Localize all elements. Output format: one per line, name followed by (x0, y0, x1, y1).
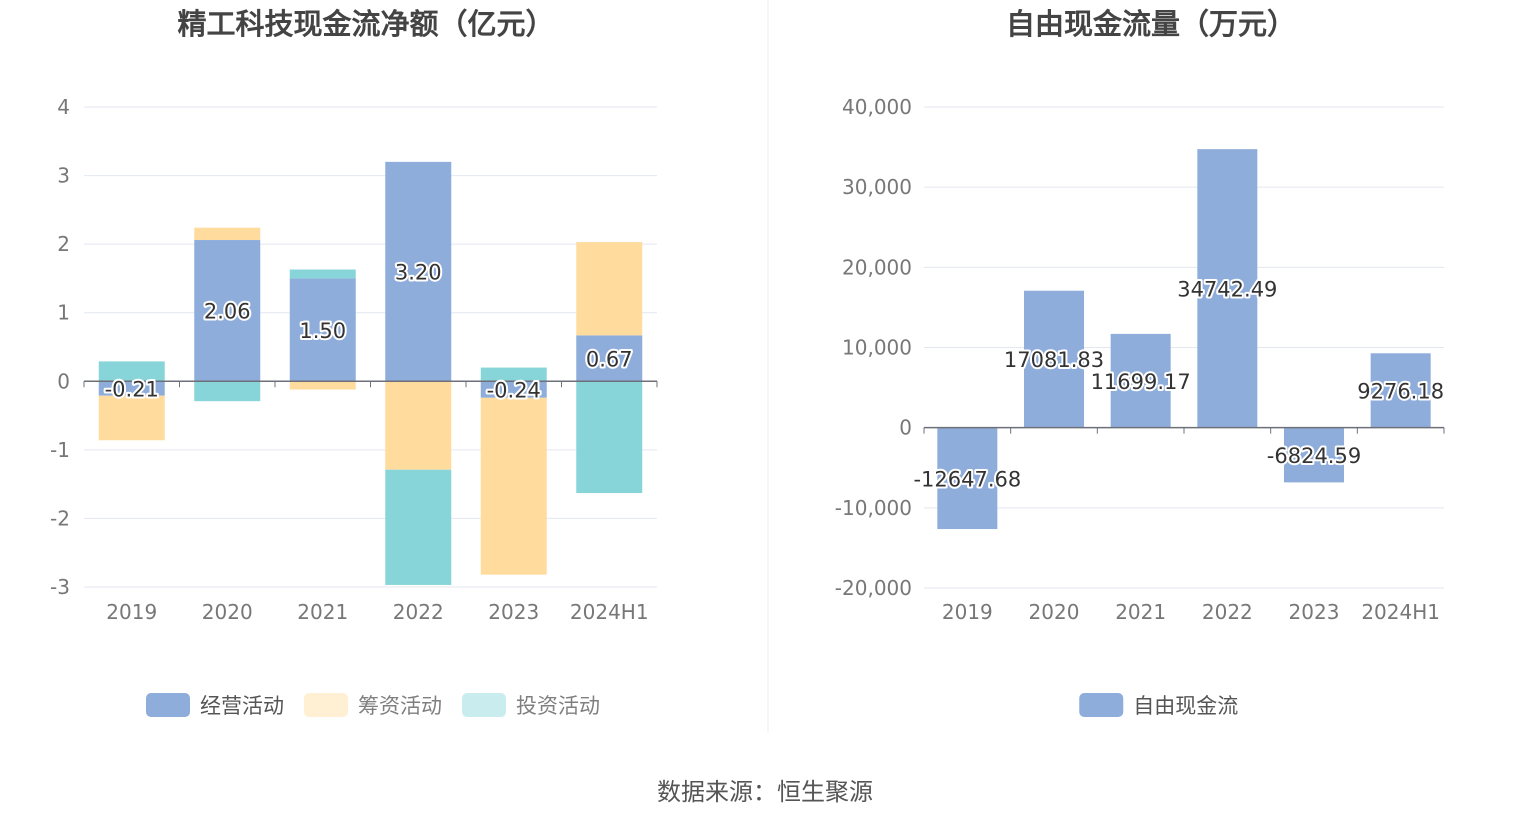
bar-投资活动 (98, 361, 165, 382)
y-tick-label: 40,000 (842, 95, 912, 119)
data-label: -6824.59 (1267, 444, 1361, 468)
x-tick-label: 2024H1 (570, 600, 649, 624)
y-tick-label: -2 (50, 506, 70, 530)
x-tick-label: 2019 (106, 600, 157, 624)
y-tick-label: 10,000 (842, 336, 912, 360)
data-label: 3.20 (395, 261, 442, 285)
legend-label: 经营活动 (200, 694, 284, 718)
bar-自由现金流 (1197, 149, 1258, 428)
y-tick-label: 20,000 (842, 255, 912, 279)
y-tick-label: -1 (50, 438, 70, 462)
bar-投资活动 (289, 269, 356, 279)
legend-label: 筹资活动 (358, 694, 442, 718)
x-tick-label: 2024H1 (1361, 600, 1440, 624)
data-source-note: 数据来源：恒生聚源 (657, 778, 873, 806)
legend-swatch (304, 693, 348, 717)
data-label: 1.50 (299, 319, 346, 343)
data-label: 2.06 (204, 300, 251, 324)
bar-经营活动 (385, 161, 452, 382)
bar-筹资活动 (98, 395, 165, 441)
y-tick-label: 30,000 (842, 175, 912, 199)
y-tick-label: -20,000 (835, 576, 912, 600)
bar-筹资活动 (385, 381, 452, 470)
bar-筹资活动 (289, 381, 356, 390)
bar-自由现金流 (1370, 353, 1431, 428)
data-label: 17081.83 (1004, 348, 1104, 372)
bar-筹资活动 (576, 242, 643, 336)
x-tick-label: 2023 (1289, 600, 1340, 624)
bar-经营活动 (289, 278, 356, 382)
bar-筹资活动 (194, 227, 261, 241)
y-tick-label: 0 (57, 369, 70, 393)
x-tick-label: 2021 (297, 600, 348, 624)
bar-筹资活动 (480, 397, 547, 575)
data-label: -0.24 (487, 379, 541, 403)
bar-投资活动 (385, 469, 452, 585)
chart-title-1: 精工科技现金流净额（亿元） (177, 7, 554, 41)
bar-经营活动 (98, 381, 165, 396)
x-tick-label: 2019 (942, 600, 993, 624)
legend-label: 投资活动 (516, 694, 600, 718)
bar-经营活动 (576, 335, 643, 382)
x-tick-label: 2022 (1202, 600, 1253, 624)
x-tick-label: 2023 (488, 600, 539, 624)
bar-自由现金流 (1024, 290, 1084, 428)
y-tick-label: 3 (57, 164, 70, 188)
x-tick-label: 2020 (1029, 600, 1080, 624)
y-tick-label: -10,000 (835, 496, 912, 520)
bar-投资活动 (194, 381, 261, 402)
y-tick-label: 1 (57, 301, 70, 325)
y-tick-label: 0 (899, 416, 912, 440)
bar-自由现金流 (937, 427, 998, 530)
legend-label: 自由现金流 (1133, 694, 1238, 718)
legend-swatch (1079, 693, 1124, 717)
data-label: 11699.17 (1091, 370, 1191, 394)
chart-title-2: 自由现金流量（万元） (1006, 7, 1296, 41)
legend-swatch (146, 693, 190, 717)
bar-自由现金流 (1284, 427, 1344, 483)
bar-自由现金流 (1110, 333, 1171, 428)
bar-经营活动 (194, 240, 261, 382)
y-tick-label: 2 (57, 232, 70, 256)
data-label: 9276.18 (1357, 379, 1444, 403)
bar-投资活动 (576, 381, 643, 494)
data-label: -0.21 (105, 377, 159, 401)
x-tick-label: 2021 (1115, 600, 1166, 624)
data-label: 0.67 (586, 347, 633, 371)
y-tick-label: -3 (50, 575, 70, 599)
legend-swatch (462, 693, 506, 717)
x-tick-label: 2020 (202, 600, 253, 624)
bar-经营活动 (480, 381, 547, 398)
x-tick-label: 2022 (393, 600, 444, 624)
y-tick-label: 4 (57, 95, 70, 119)
data-label: 34742.49 (1177, 277, 1277, 301)
data-label: -12647.68 (913, 467, 1021, 491)
bar-投资活动 (480, 367, 547, 382)
